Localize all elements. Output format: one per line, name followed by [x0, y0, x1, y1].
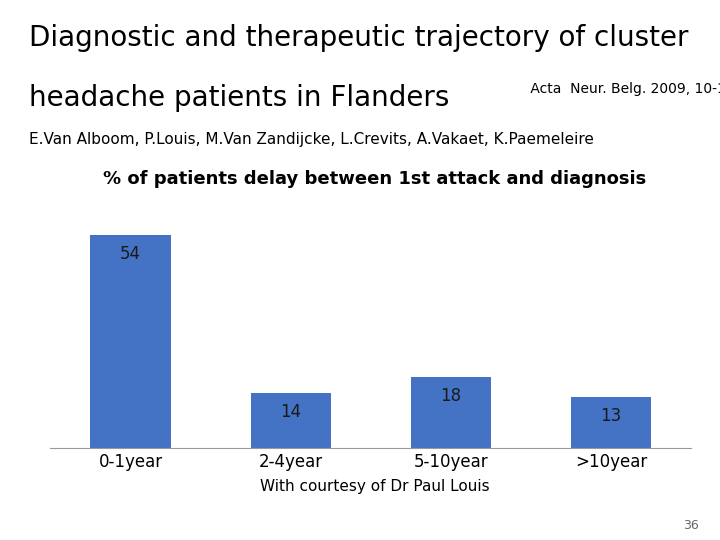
Text: 54: 54 [120, 245, 141, 263]
Text: E.Van Alboom, P.Louis, M.Van Zandijcke, L.Crevits, A.Vakaet, K.Paemeleire: E.Van Alboom, P.Louis, M.Van Zandijcke, … [29, 132, 594, 147]
Text: 14: 14 [280, 403, 301, 421]
Bar [251, 393, 330, 448]
Text: headache patients in Flanders: headache patients in Flanders [29, 84, 449, 112]
Bar [571, 397, 651, 448]
Text: 13: 13 [600, 407, 622, 425]
Text: Diagnostic and therapeutic trajectory of cluster: Diagnostic and therapeutic trajectory of… [29, 24, 688, 52]
Text: With courtesy of Dr Paul Louis: With courtesy of Dr Paul Louis [260, 479, 489, 494]
Bar [91, 235, 171, 448]
Text: Acta  Neur. Belg. 2009, 10-17: Acta Neur. Belg. 2009, 10-17 [526, 82, 720, 96]
Text: % of patients delay between 1st attack and diagnosis: % of patients delay between 1st attack a… [103, 170, 646, 188]
Text: 18: 18 [441, 387, 462, 405]
Bar [411, 377, 491, 448]
Text: 36: 36 [683, 519, 698, 532]
